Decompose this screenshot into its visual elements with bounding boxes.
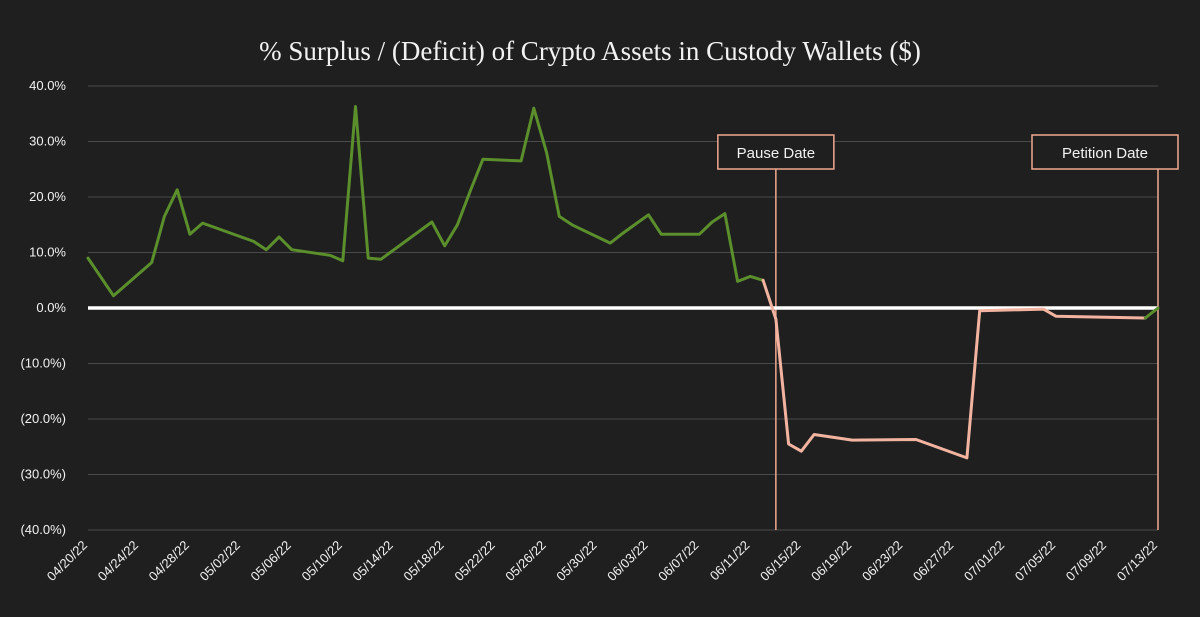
annotation-lines	[775, 168, 1159, 530]
surplus-series-line	[86, 105, 765, 298]
series-layer	[86, 105, 1160, 460]
annotation-label: Petition Date	[1062, 145, 1148, 162]
y-tick-label: (10.0%)	[20, 356, 66, 371]
annotation-box	[717, 134, 835, 170]
annotation-boxes: Pause Date Petition Date	[717, 134, 1179, 170]
y-tick-label: 40.0%	[29, 78, 66, 93]
surplus-tail-line	[1143, 306, 1160, 320]
deficit-series-line	[761, 278, 1147, 460]
grid-layer	[88, 85, 1158, 531]
y-tick-label: (40.0%)	[20, 522, 66, 537]
y-tick-label: 30.0%	[29, 134, 66, 149]
annotation-label: Pause Date	[737, 145, 815, 162]
y-tick-label: (30.0%)	[20, 467, 66, 482]
y-tick-label: 0.0%	[36, 300, 66, 315]
y-axis: 40.0% 30.0% 20.0% 10.0% 0.0% (10.0%) (20.0%) (3…	[20, 78, 66, 537]
chart-title: % Surplus / (Deficit) of Crypto Assets i…	[259, 36, 921, 66]
annotation-box	[1031, 134, 1179, 170]
y-tick-label: 10.0%	[29, 245, 66, 260]
y-tick-label: (20.0%)	[20, 411, 66, 426]
y-tick-label: 20.0%	[29, 189, 66, 204]
